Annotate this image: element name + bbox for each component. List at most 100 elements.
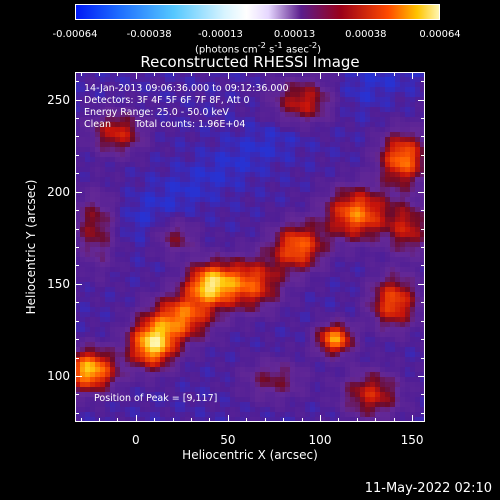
heatmap-cell bbox=[85, 197, 91, 203]
heatmap-cell bbox=[95, 197, 101, 203]
heatmap-cell bbox=[85, 272, 91, 278]
heatmap-cell bbox=[320, 117, 326, 123]
heatmap-cell bbox=[115, 237, 121, 243]
heatmap-cell bbox=[415, 302, 421, 308]
heatmap-cell bbox=[90, 282, 96, 288]
heatmap-cell bbox=[360, 322, 366, 328]
heatmap-cell bbox=[95, 277, 101, 283]
heatmap-cell bbox=[270, 322, 276, 328]
heatmap-cell bbox=[410, 322, 416, 328]
heatmap-cell bbox=[275, 92, 281, 98]
heatmap-cell bbox=[375, 212, 381, 218]
heatmap-cell bbox=[380, 382, 386, 388]
heatmap-cell bbox=[210, 167, 216, 173]
heatmap-cell bbox=[295, 162, 301, 168]
heatmap-cell bbox=[340, 242, 346, 248]
heatmap-cell bbox=[200, 257, 206, 263]
heatmap-cell bbox=[330, 252, 336, 258]
heatmap-cell bbox=[125, 307, 131, 313]
heatmap-cell bbox=[180, 132, 186, 138]
heatmap-cell bbox=[275, 317, 281, 323]
heatmap-cell bbox=[125, 382, 131, 388]
heatmap-cell bbox=[280, 312, 286, 318]
heatmap-cell bbox=[330, 82, 336, 88]
heatmap-cell bbox=[400, 222, 406, 228]
heatmap-cell bbox=[140, 212, 146, 218]
heatmap-cell bbox=[205, 267, 211, 273]
heatmap-cell bbox=[375, 357, 381, 363]
heatmap-cell bbox=[105, 377, 111, 383]
heatmap-cell bbox=[130, 137, 136, 143]
heatmap-cell bbox=[355, 227, 361, 233]
heatmap-cell bbox=[225, 392, 231, 398]
heatmap-cell bbox=[100, 252, 106, 258]
heatmap-cell bbox=[230, 72, 236, 78]
heatmap-cell bbox=[250, 92, 256, 98]
heatmap-cell bbox=[170, 127, 176, 133]
heatmap-cell bbox=[215, 222, 221, 228]
heatmap-cell bbox=[275, 302, 281, 308]
heatmap-cell bbox=[295, 352, 301, 358]
heatmap-cell bbox=[155, 202, 161, 208]
heatmap-cell bbox=[240, 252, 246, 258]
heatmap-cell bbox=[360, 82, 366, 88]
heatmap-cell bbox=[80, 332, 86, 338]
heatmap-cell bbox=[205, 157, 211, 163]
heatmap-cell bbox=[255, 162, 261, 168]
heatmap-cell bbox=[125, 152, 131, 158]
heatmap-cell bbox=[120, 92, 126, 98]
heatmap-cell bbox=[100, 372, 106, 378]
heatmap-cell bbox=[275, 192, 281, 198]
heatmap-cell bbox=[345, 277, 351, 283]
heatmap-cell bbox=[270, 202, 276, 208]
heatmap-cell bbox=[265, 142, 271, 148]
heatmap-cell bbox=[295, 217, 301, 223]
heatmap-cell bbox=[420, 412, 425, 418]
heatmap-cell bbox=[90, 117, 96, 123]
heatmap-cell bbox=[275, 362, 281, 368]
heatmap-cell bbox=[95, 362, 101, 368]
heatmap-cell bbox=[285, 87, 291, 93]
heatmap-cell bbox=[105, 117, 111, 123]
heatmap-cell bbox=[75, 352, 81, 358]
heatmap-cell bbox=[335, 367, 341, 373]
heatmap-cell bbox=[155, 312, 161, 318]
heatmap-cell bbox=[400, 117, 406, 123]
heatmap-cell bbox=[420, 372, 425, 378]
heatmap-cell bbox=[285, 237, 291, 243]
heatmap-cell bbox=[405, 257, 411, 263]
heatmap-cell bbox=[85, 367, 91, 373]
heatmap-cell bbox=[415, 112, 421, 118]
heatmap-cell bbox=[225, 347, 231, 353]
heatmap-cell bbox=[310, 257, 316, 263]
heatmap-cell bbox=[385, 112, 391, 118]
heatmap-cell bbox=[255, 367, 261, 373]
heatmap-cell bbox=[325, 392, 331, 398]
heatmap-cell bbox=[280, 402, 286, 408]
heatmap-cell bbox=[385, 402, 391, 408]
heatmap-cell bbox=[400, 87, 406, 93]
heatmap-cell bbox=[310, 302, 316, 308]
heatmap-cell bbox=[340, 102, 346, 108]
heatmap-cell bbox=[390, 177, 396, 183]
heatmap-cell bbox=[355, 257, 361, 263]
heatmap-cell bbox=[175, 282, 181, 288]
heatmap-cell bbox=[415, 392, 421, 398]
heatmap-cell bbox=[405, 372, 411, 378]
heatmap-cell bbox=[180, 412, 186, 418]
heatmap-cell bbox=[295, 412, 301, 418]
heatmap-cell bbox=[135, 287, 141, 293]
heatmap-cell bbox=[410, 377, 416, 383]
heatmap-cell bbox=[260, 212, 266, 218]
heatmap-cell bbox=[390, 377, 396, 383]
heatmap-cell bbox=[330, 357, 336, 363]
heatmap-cell bbox=[155, 187, 161, 193]
heatmap-cell bbox=[275, 182, 281, 188]
heatmap-cell bbox=[155, 227, 161, 233]
heatmap-cell bbox=[130, 77, 136, 83]
heatmap-cell bbox=[215, 132, 221, 138]
heatmap-cell bbox=[90, 407, 96, 413]
heatmap-cell bbox=[155, 322, 161, 328]
heatmap-cell bbox=[240, 247, 246, 253]
heatmap-cell bbox=[295, 372, 301, 378]
